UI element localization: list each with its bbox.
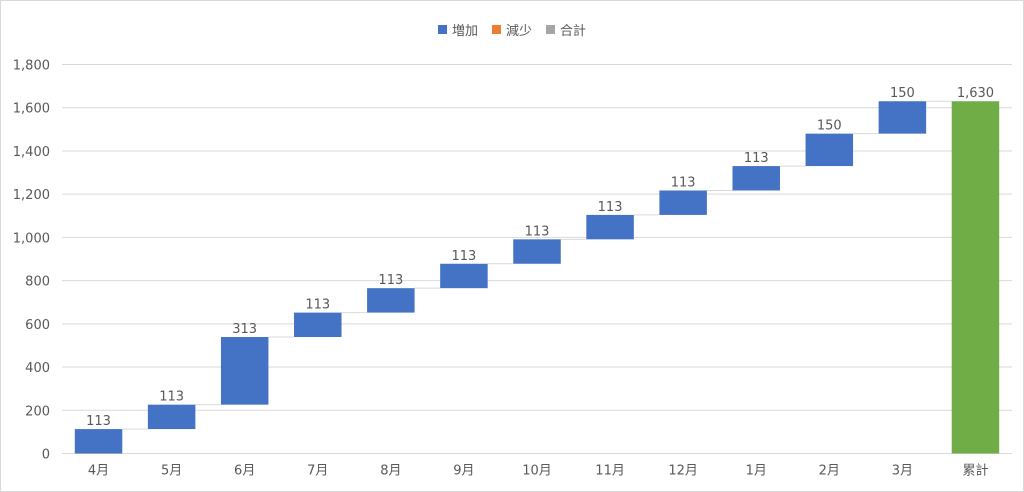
x-tick-label: 7月 xyxy=(307,464,328,479)
y-tick-label: 0 xyxy=(42,448,50,463)
bar-increase xyxy=(586,214,634,240)
x-tick-label: 12月 xyxy=(668,464,698,479)
x-tick-label: 11月 xyxy=(595,464,625,479)
data-label: 150 xyxy=(890,86,915,101)
legend-label-decrease: 減少 xyxy=(505,24,532,39)
data-labels: 113 113 313 113 113 113 113 113 113 113 150 150 1,63… xyxy=(86,86,994,429)
x-tick-label: 5月 xyxy=(161,464,182,479)
x-tick-label: 10月 xyxy=(522,464,552,479)
bar-increase xyxy=(805,133,854,167)
legend-label-total: 合計 xyxy=(560,24,587,39)
data-label: 113 xyxy=(525,224,550,239)
data-label: 113 xyxy=(305,298,330,313)
legend-item-increase: 増加 xyxy=(437,20,478,39)
y-axis-ticks: 0 200 400 600 800 1,000 1,200 1,400 1,600 1,800 xyxy=(13,59,50,463)
bar-increase xyxy=(294,312,342,338)
bar-increase xyxy=(732,166,780,191)
x-tick-label: 6月 xyxy=(234,464,255,479)
gridlines xyxy=(62,64,1012,454)
legend-swatch-total xyxy=(546,25,555,34)
data-label: 150 xyxy=(817,119,842,134)
data-label: 1,630 xyxy=(957,86,994,101)
bar-increase xyxy=(878,101,927,134)
legend-swatch-decrease xyxy=(491,25,501,34)
x-tick-label: 1月 xyxy=(746,464,767,479)
x-axis-ticks: 4月 5月 6月 7月 8月 9月 10月 11月 12月 1月 2月 3月 累計 xyxy=(88,463,989,479)
bar-increase xyxy=(440,263,488,289)
bar-total xyxy=(951,101,1000,454)
bar-increase xyxy=(74,429,123,454)
connector-lines xyxy=(122,100,952,430)
legend-item-total: 合計 xyxy=(546,20,586,39)
legend-swatch-increase xyxy=(437,25,447,34)
x-tick-label: 9月 xyxy=(453,464,474,479)
bars xyxy=(74,101,1000,454)
bar-increase xyxy=(220,337,269,405)
y-tick-label: 1,200 xyxy=(13,188,50,203)
data-label: 113 xyxy=(159,390,184,405)
legend: 増加 減少 合計 xyxy=(0,20,1024,39)
y-tick-label: 200 xyxy=(25,404,50,419)
x-tick-label: 累計 xyxy=(962,463,988,479)
data-label: 113 xyxy=(86,414,111,429)
x-tick-label: 2月 xyxy=(819,464,840,479)
x-tick-label: 4月 xyxy=(88,464,109,479)
data-label: 113 xyxy=(378,273,403,288)
data-label: 113 xyxy=(744,151,769,166)
bar-increase xyxy=(367,288,415,313)
x-tick-label: 3月 xyxy=(892,464,913,479)
y-tick-label: 800 xyxy=(25,275,50,290)
y-tick-label: 1,000 xyxy=(13,231,50,246)
x-tick-label: 8月 xyxy=(380,464,401,479)
legend-label-increase: 増加 xyxy=(451,24,478,39)
data-label: 113 xyxy=(452,249,477,264)
y-tick-label: 400 xyxy=(25,361,50,376)
bar-increase xyxy=(147,404,196,430)
legend-item-decrease: 減少 xyxy=(491,20,532,39)
y-tick-label: 1,600 xyxy=(13,102,50,117)
bar-increase xyxy=(513,239,561,264)
data-label: 313 xyxy=(232,322,257,337)
bar-increase xyxy=(659,190,707,215)
data-label: 113 xyxy=(671,175,696,190)
data-label: 113 xyxy=(598,200,623,215)
y-tick-label: 600 xyxy=(25,318,50,333)
y-tick-label: 1,400 xyxy=(13,145,50,160)
y-tick-label: 1,800 xyxy=(13,59,50,74)
